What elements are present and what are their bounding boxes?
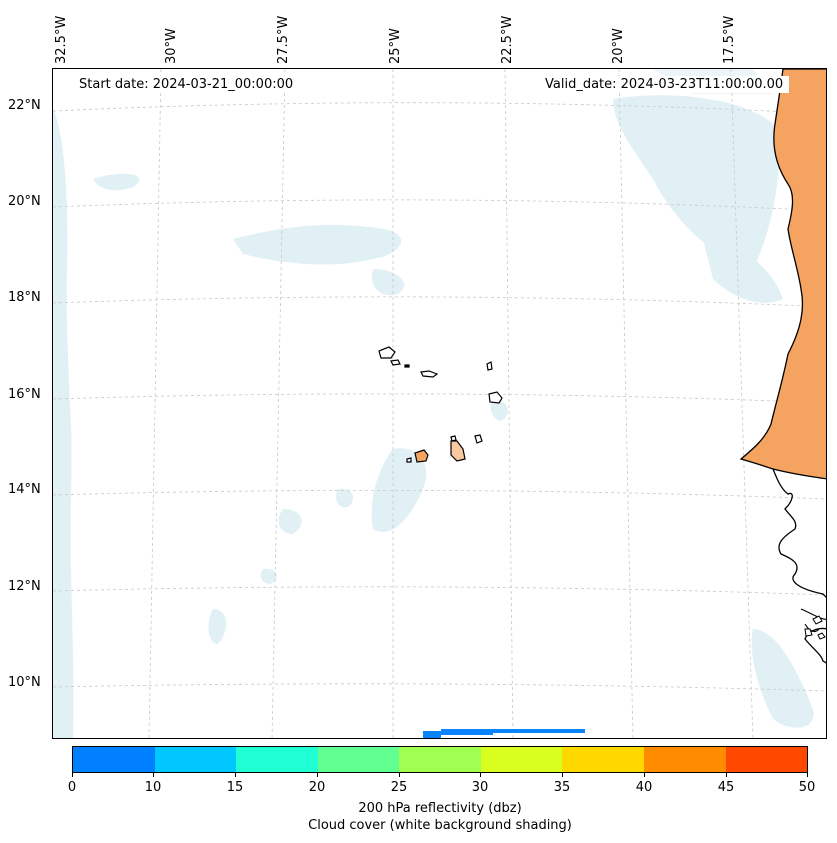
colorbar-tick-label: 45 [717, 780, 735, 795]
cloud-cover-layer [53, 69, 814, 738]
cape-verde-islands [378, 346, 503, 463]
lon-label-27-5w: 27.5°W [276, 15, 291, 64]
graticule [53, 69, 826, 738]
colorbar-tick-label: 30 [471, 780, 489, 795]
colorbar [72, 746, 808, 773]
colorbar-tickmark [480, 773, 481, 777]
colorbar-segment-35-40 [562, 747, 644, 772]
colorbar-tick-label: 20 [308, 780, 326, 795]
lon-label-32-5w: 32.5°W [54, 15, 69, 64]
reflectivity-layer [423, 729, 585, 738]
colorbar-tickmark [644, 773, 645, 777]
colorbar-tick-label: 15 [226, 780, 244, 795]
lat-label-22n: 22°N [8, 98, 41, 113]
colorbar-tickmark [153, 773, 154, 777]
lon-label-22-5w: 22.5°W [500, 15, 515, 64]
lat-label-10n: 10°N [8, 675, 41, 690]
colorbar-tick-label: 50 [798, 780, 816, 795]
colorbar-segment-20-25 [317, 747, 400, 772]
map-canvas [53, 69, 826, 738]
colorbar-tickmark [807, 773, 808, 777]
lat-label-20n: 20°N [8, 194, 41, 209]
bijagos-islands [804, 615, 826, 640]
colorbar-tickmark [317, 773, 318, 777]
colorbar-tick-label: 25 [390, 780, 408, 795]
lon-label-17-5w: 17.5°W [722, 15, 737, 64]
colorbar-tickmark [72, 773, 73, 777]
colorbar-segment-10-15 [154, 747, 237, 772]
valid-date-label: Valid_date: 2024-03-23T11:00:00.00 [539, 76, 790, 93]
start-date-label: Start date: 2024-03-21_00:00:00 [73, 76, 300, 93]
colorbar-tick-label: 40 [635, 780, 653, 795]
colorbar-subtitle: Cloud cover (white background shading) [308, 818, 572, 833]
colorbar-segment-25-30 [399, 747, 481, 772]
colorbar-segment-45-50 [725, 747, 808, 772]
colorbar-segment-30-35 [480, 747, 563, 772]
colorbar-segment-0-10 [73, 747, 155, 772]
map-panel[interactable] [52, 68, 827, 739]
colorbar-tick-label: 10 [144, 780, 162, 795]
colorbar-tick-label: 35 [553, 780, 571, 795]
colorbar-tickmark [235, 773, 236, 777]
lat-label-16n: 16°N [8, 387, 41, 402]
lon-label-20w: 20°W [611, 28, 626, 64]
colorbar-segment-15-20 [236, 747, 318, 772]
colorbar-segment-40-45 [643, 747, 726, 772]
lon-label-25w: 25°W [388, 28, 403, 64]
lon-label-30w: 30°W [164, 28, 179, 64]
lat-label-12n: 12°N [8, 579, 41, 594]
lat-label-14n: 14°N [8, 482, 41, 497]
colorbar-tickmark [399, 773, 400, 777]
colorbar-tick-label: 0 [67, 780, 77, 795]
lat-label-18n: 18°N [8, 290, 41, 305]
colorbar-tickmark [562, 773, 563, 777]
colorbar-title: 200 hPa reflectivity (dbz) [358, 801, 522, 816]
colorbar-tickmark [726, 773, 727, 777]
